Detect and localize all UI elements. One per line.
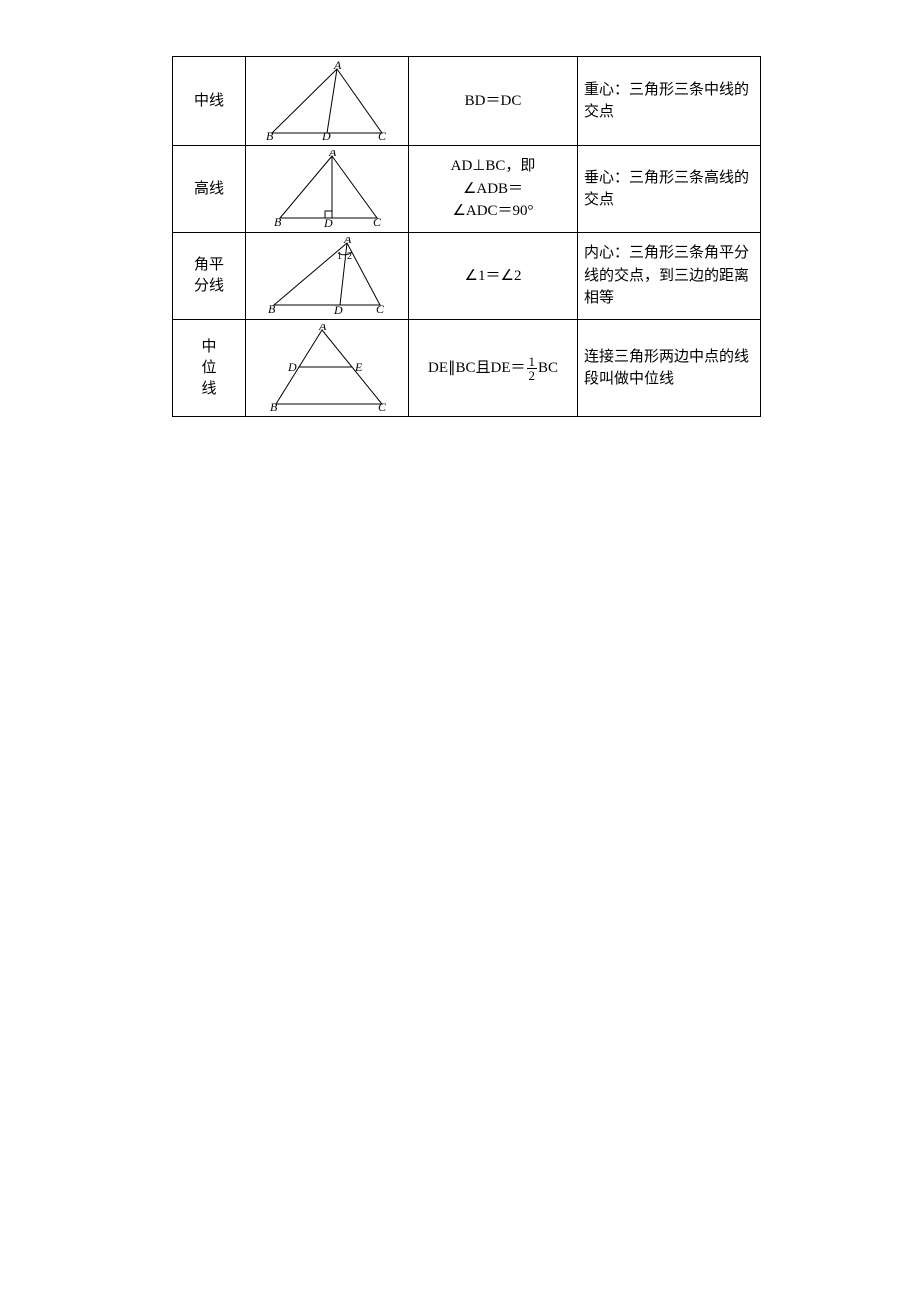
label-B: B bbox=[274, 215, 282, 228]
label-C: C bbox=[373, 215, 382, 228]
table-row: 高线 A B C D AD⊥BC，即 ∠ADB＝ ∠ADC＝90° 垂心：三角形… bbox=[173, 146, 761, 233]
row-name: 角平 分线 bbox=[173, 233, 246, 320]
label-C: C bbox=[378, 400, 387, 412]
name-line1: 角平 bbox=[194, 257, 224, 273]
name-line1: 中 bbox=[201, 339, 216, 355]
label-B: B bbox=[268, 302, 276, 315]
name-line2: 位 bbox=[201, 360, 216, 376]
description-text: 重心：三角形三条中线的交点 bbox=[584, 82, 749, 121]
row-name: 中线 bbox=[173, 57, 246, 146]
table-row: 角平 分线 A B C D 1 2 ∠1＝∠2 内心：三角形三条角平分线的交点，… bbox=[173, 233, 761, 320]
name-text: 中线 bbox=[194, 93, 224, 109]
label-2: 2 bbox=[347, 251, 352, 262]
label-1: 1 bbox=[337, 251, 342, 262]
row-name: 高线 bbox=[173, 146, 246, 233]
name-line3: 线 bbox=[201, 381, 216, 397]
midsegment-figure: A B C D E bbox=[252, 324, 402, 412]
label-C: C bbox=[376, 302, 385, 315]
bisector-figure: A B C D 1 2 bbox=[252, 237, 402, 315]
table-row: 中线 A B C D BD＝DC 重心：三角形三条中线的交点 bbox=[173, 57, 761, 146]
property-prefix: DE∥BC且DE＝ bbox=[428, 359, 526, 375]
fraction: 12 bbox=[527, 355, 538, 382]
label-A: A bbox=[343, 237, 352, 246]
label-B: B bbox=[270, 400, 278, 412]
row-name: 中 位 线 bbox=[173, 320, 246, 417]
property-text: BD＝DC bbox=[465, 93, 522, 109]
geometry-table: 中线 A B C D BD＝DC 重心：三角形三条中线的交点 高线 A B C … bbox=[172, 56, 761, 417]
description-cell: 内心：三角形三条角平分线的交点，到三边的距离相等 bbox=[578, 233, 761, 320]
property-line3: ∠ADC＝90° bbox=[451, 200, 536, 223]
property-suffix: BC bbox=[538, 359, 558, 375]
table-row: 中 位 线 A B C D E DE∥BC且DE＝12BC 连接三角形两边中点的… bbox=[173, 320, 761, 417]
label-A: A bbox=[318, 324, 327, 333]
median-figure: A B C D bbox=[252, 61, 402, 141]
label-A: A bbox=[333, 61, 342, 72]
property-line1: AD⊥BC，即 bbox=[451, 155, 536, 178]
figure-cell: A B C D E bbox=[246, 320, 409, 417]
property-cell: AD⊥BC，即 ∠ADB＝ ∠ADC＝90° bbox=[409, 146, 578, 233]
fraction-denominator: 2 bbox=[527, 369, 538, 382]
description-text: 连接三角形两边中点的线段叫做中位线 bbox=[584, 349, 749, 388]
label-C: C bbox=[378, 129, 387, 141]
fraction-numerator: 1 bbox=[527, 355, 538, 369]
property-cell: BD＝DC bbox=[409, 57, 578, 146]
property-line2: ∠ADB＝ bbox=[451, 178, 536, 201]
label-E: E bbox=[354, 360, 363, 374]
description-cell: 垂心：三角形三条高线的交点 bbox=[578, 146, 761, 233]
figure-cell: A B C D bbox=[246, 57, 409, 146]
property-cell: ∠1＝∠2 bbox=[409, 233, 578, 320]
description-text: 垂心：三角形三条高线的交点 bbox=[584, 170, 749, 209]
description-text: 内心：三角形三条角平分线的交点，到三边的距离相等 bbox=[584, 245, 749, 306]
description-cell: 连接三角形两边中点的线段叫做中位线 bbox=[578, 320, 761, 417]
name-line2: 分线 bbox=[194, 278, 224, 294]
label-D: D bbox=[333, 303, 343, 315]
altitude-figure: A B C D bbox=[252, 150, 402, 228]
label-D: D bbox=[323, 216, 333, 228]
property-text: ∠1＝∠2 bbox=[465, 268, 522, 284]
figure-cell: A B C D bbox=[246, 146, 409, 233]
description-cell: 重心：三角形三条中线的交点 bbox=[578, 57, 761, 146]
property-cell: DE∥BC且DE＝12BC bbox=[409, 320, 578, 417]
label-D: D bbox=[321, 129, 331, 141]
figure-cell: A B C D 1 2 bbox=[246, 233, 409, 320]
label-B: B bbox=[266, 129, 274, 141]
page: 中线 A B C D BD＝DC 重心：三角形三条中线的交点 高线 A B C … bbox=[0, 0, 920, 1303]
label-A: A bbox=[328, 150, 337, 159]
label-D: D bbox=[287, 360, 297, 374]
name-text: 高线 bbox=[194, 181, 224, 197]
